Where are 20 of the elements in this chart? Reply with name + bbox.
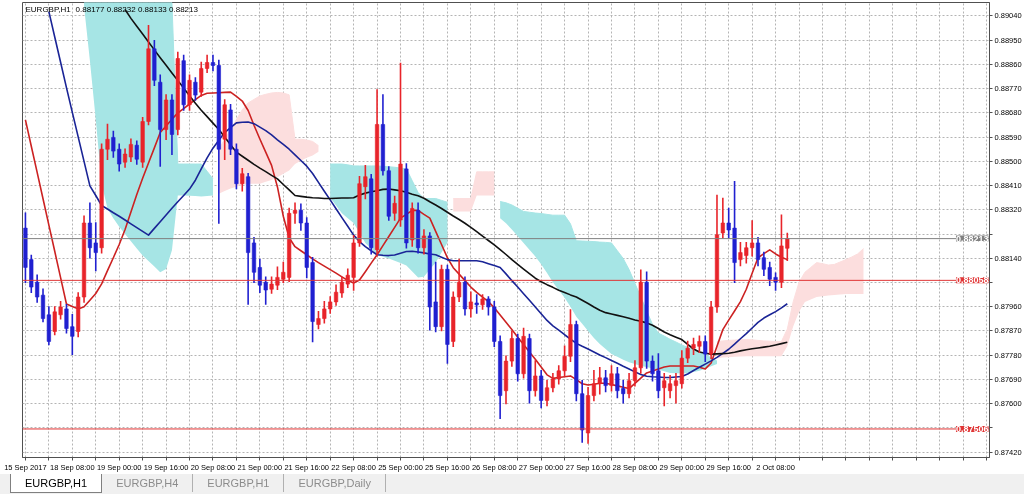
candlestick xyxy=(134,140,139,165)
candlestick xyxy=(609,365,614,392)
candlestick xyxy=(627,372,632,399)
ref-line-label: 0.88058 xyxy=(955,275,989,286)
candlestick xyxy=(240,168,245,192)
chart-title: EURGBP,H1 xyxy=(25,4,72,14)
candlestick xyxy=(533,360,538,397)
text: EURGBP,Daily xyxy=(284,474,387,492)
candlestick xyxy=(703,335,708,362)
candlestick xyxy=(750,220,755,257)
chart-subtitle: 0.88177 0.88232 0.88133 0.88213 xyxy=(75,4,199,14)
ref-line-label: 0.88213 xyxy=(955,233,989,244)
text: EURGBP,H4 xyxy=(102,474,194,492)
candlestick xyxy=(603,370,608,393)
candlestick xyxy=(128,138,133,162)
candlestick xyxy=(720,197,725,239)
candlestick xyxy=(193,77,198,101)
text: EURGBP,H1 xyxy=(193,474,285,492)
candlestick xyxy=(468,291,473,318)
ref-line-label: 0.87506 xyxy=(955,423,989,434)
